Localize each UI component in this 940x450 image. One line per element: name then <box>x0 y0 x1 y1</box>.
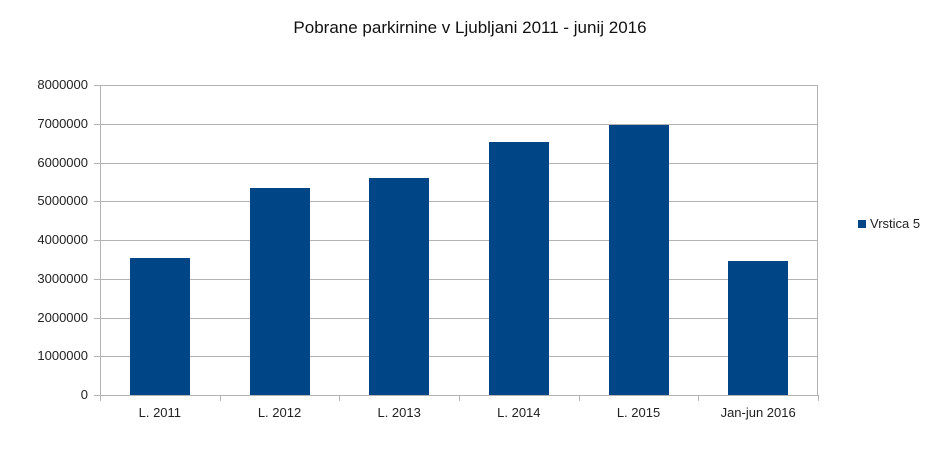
x-category-label: L. 2014 <box>497 405 541 420</box>
gridline <box>94 395 818 396</box>
bar <box>129 258 190 395</box>
bar <box>369 178 430 395</box>
y-tick-label: 0 <box>80 387 88 402</box>
gridline <box>94 201 818 203</box>
x-tick <box>219 395 221 401</box>
gridline <box>94 162 818 164</box>
bar <box>608 124 669 395</box>
legend-swatch-icon <box>858 219 866 228</box>
gridline <box>94 123 818 125</box>
x-category-label: L. 2015 <box>616 405 661 420</box>
x-tick <box>459 395 460 401</box>
x-tick <box>100 395 101 401</box>
y-tick-label: 1000000 <box>37 348 88 364</box>
gridline <box>94 85 818 86</box>
x-category-label: L. 2013 <box>377 405 421 420</box>
y-tick-label: 5000000 <box>37 193 88 209</box>
gridline <box>94 240 818 241</box>
legend-label: Vrstica 5 <box>870 216 921 231</box>
legend: Vrstica 5 <box>858 216 920 231</box>
x-tick <box>339 395 341 401</box>
gridline <box>94 356 818 358</box>
plot-area <box>94 85 819 401</box>
bar <box>488 141 549 395</box>
chart-title: Pobrane parkirnine v Ljubljani 2011 - ju… <box>293 18 647 37</box>
x-category-label: L. 2012 <box>257 405 302 420</box>
y-tick-label: 4000000 <box>37 232 88 247</box>
y-axis-line <box>100 85 101 401</box>
x-tick <box>818 395 819 401</box>
x-tick <box>698 395 700 401</box>
y-tick-label: 7000000 <box>37 115 88 131</box>
bar <box>728 260 789 395</box>
y-tick-label: 2000000 <box>37 309 88 325</box>
x-tick <box>578 395 580 401</box>
y-tick-label: 8000000 <box>37 77 88 92</box>
x-category-label: L. 2011 <box>138 405 182 420</box>
y-tick-label: 3000000 <box>37 270 88 286</box>
y-tick-label: 6000000 <box>37 154 88 170</box>
gridline <box>94 278 818 280</box>
x-category-label: Jan-jun 2016 <box>720 405 796 420</box>
bar <box>249 188 310 395</box>
gridline <box>94 317 818 319</box>
